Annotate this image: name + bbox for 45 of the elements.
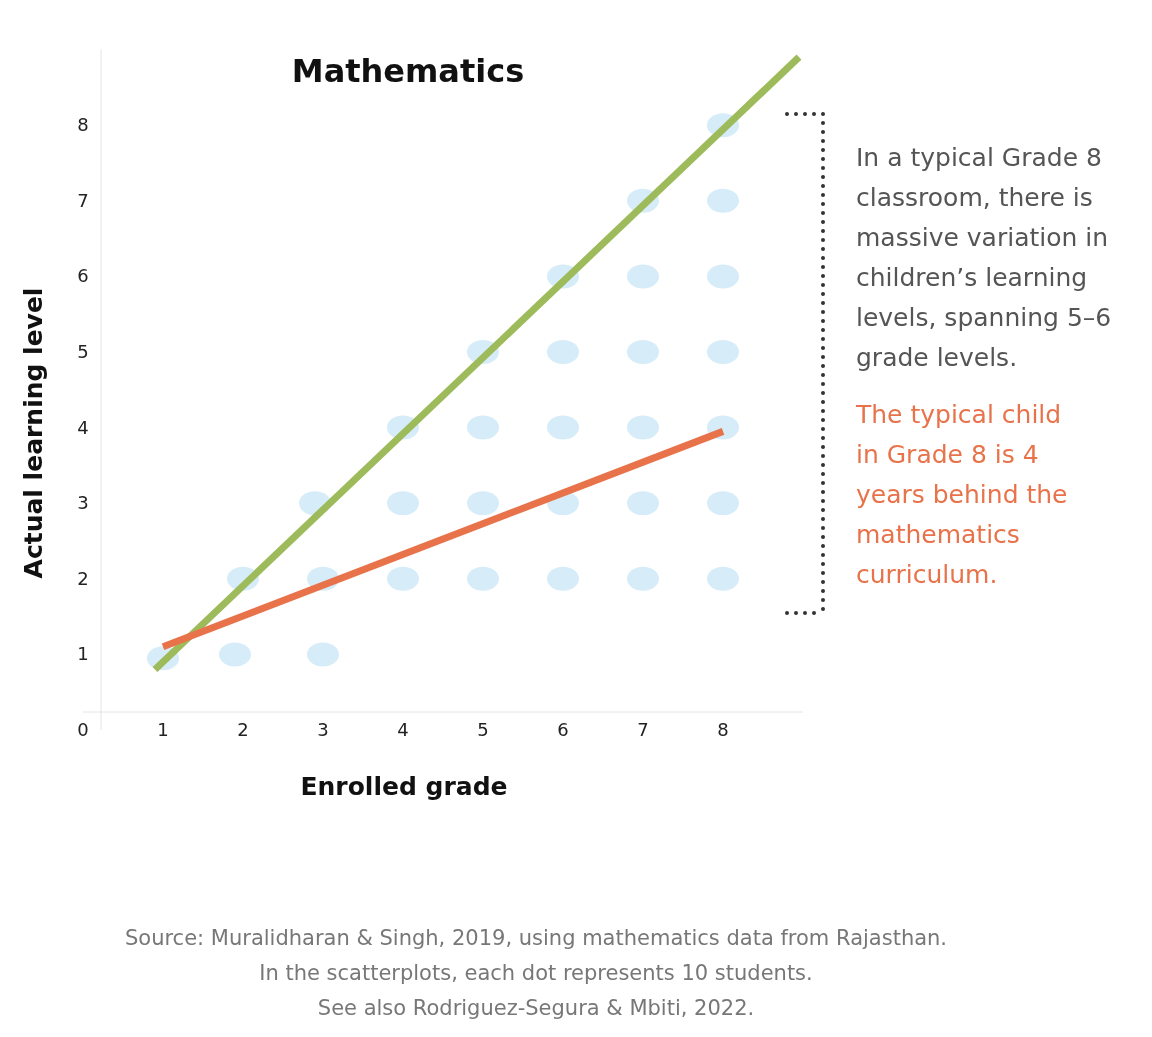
y-tick-label: 0 [77, 719, 89, 740]
point [707, 188, 739, 213]
point [707, 264, 739, 289]
text: In the scatterplots, each dot represents 10 students. [259, 961, 813, 985]
point [387, 491, 419, 516]
text: In a typical Grade 8 classroom, there is massive variation in children’s learning levels, spanning 5–6 grade levels. [856, 143, 1112, 372]
x-tick-label: 2 [237, 719, 249, 740]
x-tick-label: 1 [157, 719, 169, 740]
point [307, 642, 339, 667]
y-tick-label: 6 [77, 265, 89, 287]
point [467, 566, 499, 591]
point [707, 566, 739, 591]
x-tick-label: 7 [637, 719, 649, 740]
point [387, 566, 419, 591]
y-tick-label: 3 [77, 492, 89, 514]
y-tick-label: 7 [77, 189, 89, 211]
y-axis-title: Actual learning level [19, 287, 48, 579]
x-tick-label: 5 [477, 719, 489, 740]
text: The typical child in Grade 8 is 4 years behind the mathematics curriculum. [855, 400, 1068, 589]
point [467, 415, 499, 440]
point [627, 264, 659, 289]
point [627, 340, 659, 364]
x-tick-label: 8 [717, 719, 729, 740]
point [219, 642, 251, 667]
point [627, 491, 659, 516]
point [707, 491, 739, 516]
chart-title: Mathematics [291, 52, 525, 90]
point [627, 415, 659, 440]
source-note: Source: Muralidharan & Singh, 2019, using mathematics data from Rajasthan. [124, 926, 948, 950]
x-tick-label: 3 [317, 719, 329, 740]
point [547, 566, 579, 591]
y-tick-label: 4 [77, 416, 89, 438]
y-tick-label: 1 [77, 643, 89, 665]
point [467, 491, 499, 516]
x-tick-label: 6 [557, 719, 569, 740]
point [547, 340, 579, 364]
point [707, 340, 739, 364]
y-tick-label: 5 [77, 341, 89, 362]
y-tick-label: 2 [77, 567, 89, 589]
text: See also Rodriguez-Segura & Mbiti, 2022. [317, 996, 755, 1020]
y-tick-label: 8 [77, 114, 89, 136]
x-axis-title: Enrolled grade [300, 772, 508, 801]
x-tick-label: 4 [397, 719, 409, 740]
point [547, 415, 579, 440]
point [627, 566, 659, 591]
